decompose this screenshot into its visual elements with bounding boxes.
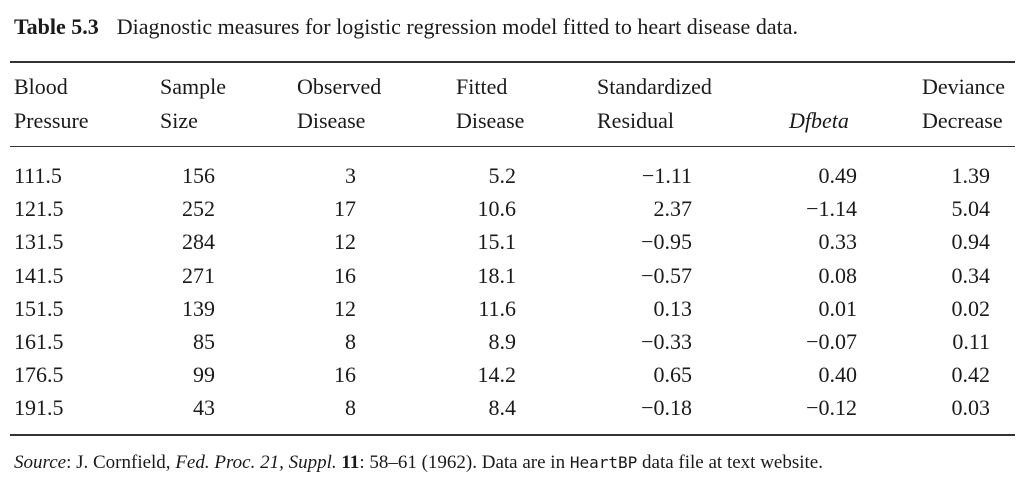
table-caption: Table 5.3 Diagnostic measures for logisti…: [14, 14, 798, 40]
table-row: 141.5 271 16 18.1 −0.57 0.08 0.34: [0, 259, 1031, 292]
cell-dfbeta: −1.14: [806, 196, 857, 222]
cell-standardized-residual: 0.65: [653, 362, 693, 388]
cell-sample-size: 252: [182, 196, 215, 222]
cell-blood-pressure: 121.5: [14, 196, 64, 222]
cell-dfbeta: 0.08: [818, 262, 858, 288]
cell-sample-size: 139: [182, 295, 215, 321]
source-label: Source: [14, 452, 67, 473]
cell-observed-disease: 8: [345, 329, 356, 354]
cell-dfbeta: −0.12: [806, 395, 857, 421]
cell-blood-pressure: 176.5: [14, 362, 64, 388]
source-author: : J. Cornfield,: [66, 452, 176, 473]
cell-deviance-decrease: 0.34: [951, 262, 991, 288]
cell-fitted-disease: 5.2: [488, 163, 517, 188]
header-fitted-disease: Fitted Disease: [456, 74, 525, 133]
table-row: 131.5 284 12 15.1 −0.95 0.33 0.94: [0, 225, 1031, 258]
table-row: 161.5 85 8 8.9 −0.33 −0.07 0.11: [0, 325, 1031, 358]
cell-blood-pressure: 141.5: [14, 262, 64, 288]
cell-fitted-disease: 8.4: [488, 395, 517, 421]
cell-deviance-decrease: 0.03: [951, 395, 991, 421]
cell-dfbeta: 0.33: [818, 229, 858, 255]
cell-deviance-decrease: 0.94: [951, 229, 991, 255]
cell-sample-size: 43: [193, 395, 215, 421]
cell-dfbeta: −0.07: [806, 329, 857, 354]
cell-standardized-residual: 2.37: [653, 196, 693, 222]
cell-fitted-disease: 8.9: [488, 329, 517, 354]
table-row: 176.5 99 16 14.2 0.65 0.40 0.42: [0, 358, 1031, 391]
cell-blood-pressure: 111.5: [14, 163, 62, 188]
cell-fitted-disease: 15.1: [477, 229, 517, 255]
header-standardized-residual: Standardized Residual: [597, 74, 712, 133]
cell-blood-pressure: 151.5: [14, 295, 64, 321]
table-title: Diagnostic measures for logistic regress…: [116, 14, 798, 39]
cell-fitted-disease: 18.1: [477, 262, 517, 288]
source-journal: Fed. Proc. 21, Suppl.: [175, 452, 337, 473]
cell-standardized-residual: −1.11: [641, 163, 692, 188]
cell-blood-pressure: 161.5: [14, 329, 64, 354]
cell-sample-size: 156: [182, 163, 215, 188]
cell-blood-pressure: 131.5: [14, 229, 64, 255]
cell-fitted-disease: 14.2: [477, 362, 517, 388]
cell-observed-disease: 17: [334, 196, 356, 222]
cell-deviance-decrease: 0.02: [951, 295, 991, 321]
header-rule: [10, 146, 1015, 147]
table-number: Table 5.3: [14, 14, 99, 39]
cell-standardized-residual: −0.57: [641, 262, 692, 288]
cell-deviance-decrease: 1.39: [951, 163, 991, 188]
cell-observed-disease: 16: [334, 362, 356, 388]
cell-deviance-decrease: 0.11: [952, 329, 990, 354]
bottom-rule: [10, 434, 1015, 436]
cell-observed-disease: 3: [345, 163, 356, 188]
table-row: 191.5 43 8 8.4 −0.18 −0.12 0.03: [0, 391, 1031, 424]
cell-sample-size: 271: [182, 262, 215, 288]
cell-standardized-residual: −0.95: [641, 229, 692, 255]
cell-deviance-decrease: 5.04: [951, 196, 991, 222]
cell-sample-size: 284: [182, 229, 215, 255]
header-dfbeta: Dfbeta: [789, 108, 849, 133]
header-observed-disease: Observed Disease: [297, 74, 382, 133]
cell-standardized-residual: 0.13: [653, 295, 693, 321]
cell-standardized-residual: −0.33: [641, 329, 692, 354]
table-row: 121.5 252 17 10.6 2.37 −1.14 5.04: [0, 192, 1031, 225]
cell-sample-size: 85: [193, 329, 215, 354]
cell-standardized-residual: −0.18: [641, 395, 692, 421]
cell-fitted-disease: 10.6: [477, 196, 517, 222]
cell-dfbeta: 0.49: [818, 163, 858, 188]
table-row: 151.5 139 12 11.6 0.13 0.01 0.02: [0, 292, 1031, 325]
cell-dfbeta: 0.01: [818, 295, 858, 321]
source-pages: : 58–61 (1962). Data are in: [359, 452, 570, 473]
source-volume: 11: [341, 452, 360, 473]
header-sample-size: Sample Size: [160, 74, 226, 133]
table-source-note: Source: J. Cornfield, Fed. Proc. 21, Sup…: [14, 452, 823, 474]
cell-observed-disease: 12: [334, 295, 356, 321]
source-tail: data file at text website.: [637, 452, 823, 473]
cell-sample-size: 99: [193, 362, 215, 388]
header-deviance-decrease: Deviance Decrease: [922, 74, 1006, 133]
cell-dfbeta: 0.40: [818, 362, 858, 388]
top-rule: [10, 61, 1015, 63]
cell-observed-disease: 12: [334, 229, 356, 255]
source-data-file: HeartBP: [569, 453, 638, 472]
table-row: 111.5 156 3 5.2 −1.11 0.49 1.39: [0, 159, 1031, 192]
cell-fitted-disease: 11.6: [478, 295, 516, 321]
cell-blood-pressure: 191.5: [14, 395, 64, 421]
cell-observed-disease: 8: [345, 395, 356, 421]
cell-deviance-decrease: 0.42: [951, 362, 991, 388]
cell-observed-disease: 16: [334, 262, 356, 288]
header-blood-pressure: Blood Pressure: [14, 74, 89, 133]
